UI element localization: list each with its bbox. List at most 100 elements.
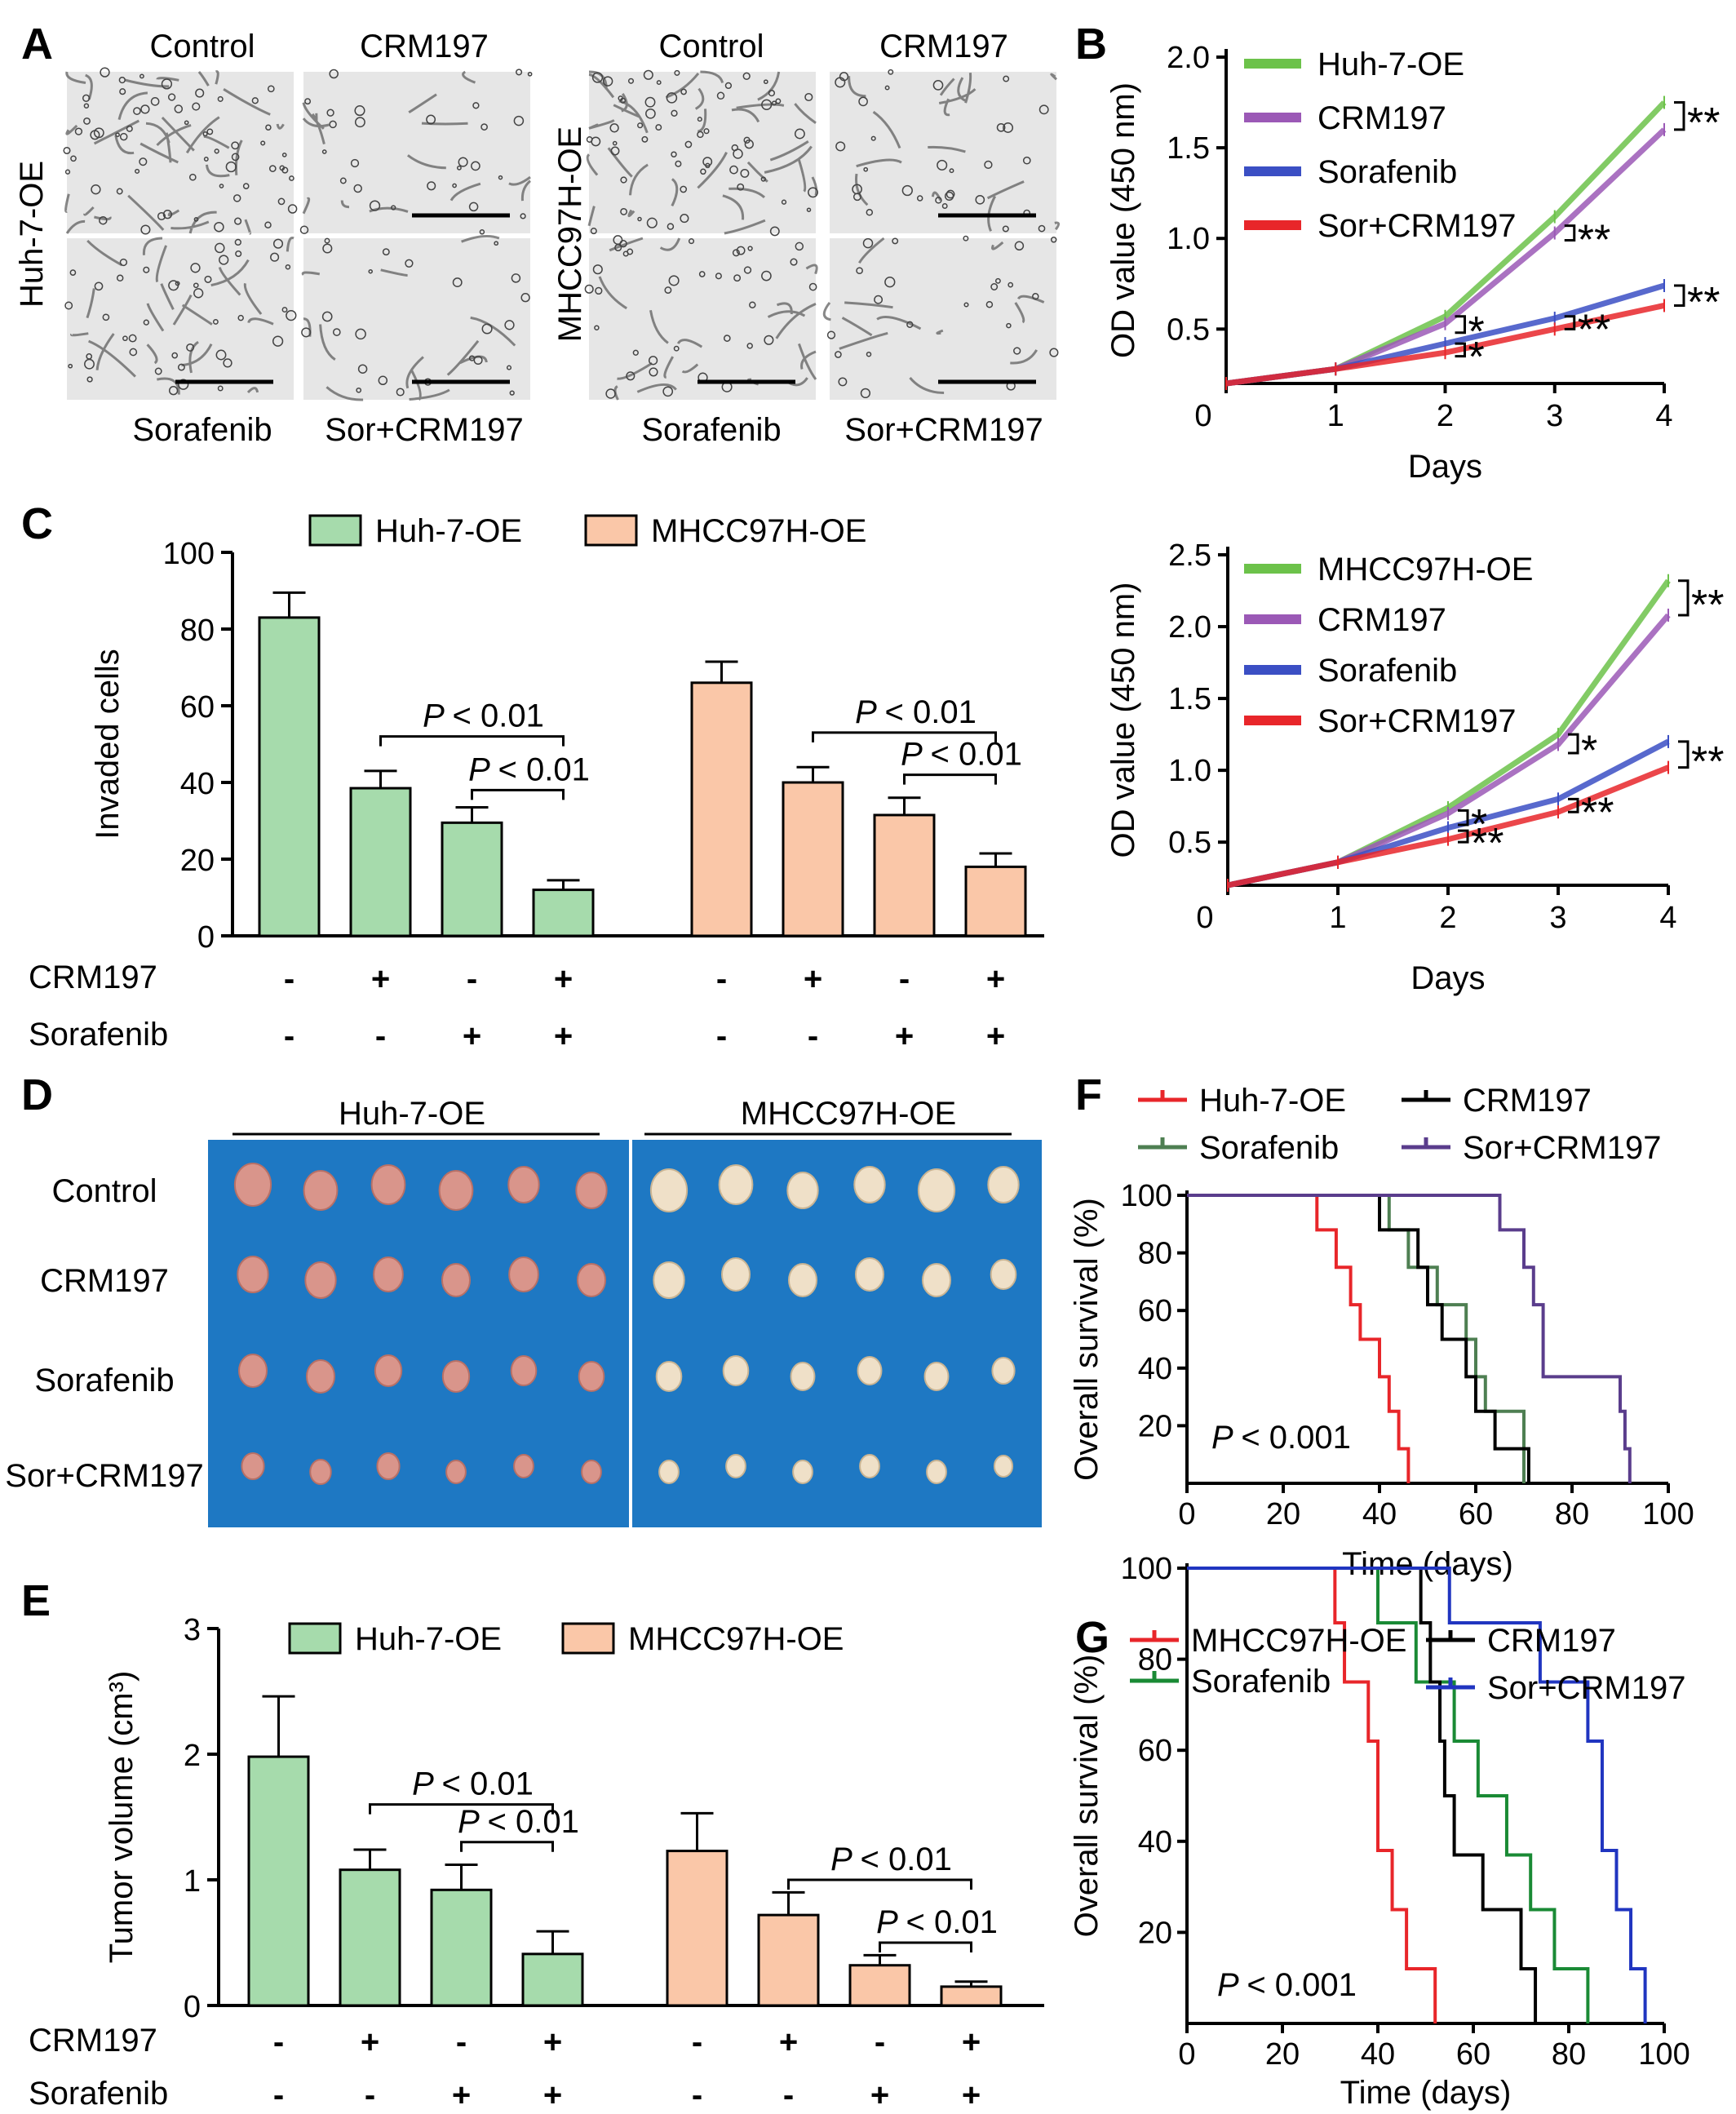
cell-dot [760, 176, 766, 182]
cell-dot [270, 252, 280, 262]
cell-dot [479, 229, 485, 235]
x-axis-label: Time (days) [1340, 2075, 1512, 2111]
cell-dot [452, 183, 457, 188]
cell-dot [355, 328, 366, 340]
cell-dot [664, 286, 672, 295]
tumor [575, 1172, 608, 1209]
cell-dot [162, 210, 173, 219]
cell-dot [215, 242, 225, 254]
cell-dot [826, 330, 836, 339]
cell-dot [396, 388, 405, 397]
cell-dot [874, 295, 884, 304]
p-value-bracket [903, 773, 997, 785]
d-row-label: Control [52, 1173, 157, 1209]
cell-dot [94, 281, 104, 291]
row-label: CRM197 [29, 2023, 157, 2059]
tumor [303, 1170, 339, 1211]
panel-a: A Control CRM197 Sorafenib Sor+CRM197 Hu… [14, 20, 1061, 448]
a-row-label: MHCC97H-OE [552, 126, 588, 342]
x-tick-label: 0 [1178, 2037, 1195, 2072]
cell-dot [115, 132, 120, 138]
significance-bracket [1674, 284, 1685, 307]
cell-dot [157, 211, 166, 221]
cell-dot [856, 267, 863, 275]
photo-background [208, 1140, 629, 1527]
cell-dot [769, 226, 780, 237]
cell-dot [590, 228, 597, 235]
p-value-bracket [460, 1841, 554, 1852]
legend-label: Sor+CRM197 [1318, 208, 1516, 244]
cell-dot [614, 243, 622, 252]
cell-dot [996, 122, 1006, 132]
cell-dot [177, 363, 185, 371]
p-value-label: P < 0.01 [423, 698, 544, 734]
sorafenib-sign: + [895, 1018, 914, 1054]
tumor [233, 1163, 272, 1207]
survival-curve [1187, 1567, 1647, 2023]
survival-curve [1187, 1194, 1530, 1483]
survival-curve [1187, 1194, 1410, 1483]
crm197-sign: - [273, 2024, 284, 2060]
row-label: Sorafenib [29, 2076, 168, 2112]
d-row-label: Sor+CRM197 [5, 1458, 203, 1494]
cell-dot [174, 104, 184, 113]
tube-network [822, 237, 1045, 394]
cell-dot [516, 69, 523, 76]
chart-B1: B 0 1 2 3 4 0.5 1.0 1.5 2.0 Days OD value (450 nm) H… [1075, 20, 1720, 485]
legend-swatch [561, 1622, 615, 1655]
cell-dot [260, 140, 266, 146]
cell-dot [281, 307, 288, 313]
tumor [721, 1257, 751, 1292]
micrograph-image [63, 67, 298, 235]
panel-letter: F [1075, 1070, 1102, 1119]
cell-dot [324, 237, 330, 244]
cell-dot [472, 102, 480, 109]
tube-network [64, 70, 285, 235]
cell-dot [214, 148, 219, 154]
cell-dot [781, 199, 787, 205]
significance-marker: ** [1581, 789, 1614, 836]
y-tick-label: 1.5 [1167, 131, 1210, 166]
significance-marker: ** [1687, 279, 1720, 326]
cell-dot [743, 136, 751, 144]
cell-dot [1008, 281, 1014, 288]
cell-dot [231, 141, 240, 150]
cell-dot [656, 80, 662, 86]
a-bottom-label: Sorafenib [132, 412, 272, 448]
x-tick-label: 1 [1327, 399, 1344, 433]
cell-dot [1006, 322, 1012, 329]
cell-dot [287, 204, 298, 214]
cell-dot [835, 141, 846, 152]
cell-dot [906, 321, 914, 328]
cell-dot [468, 355, 476, 361]
cell-dot [129, 348, 138, 357]
panel-letter: B [1075, 20, 1107, 69]
cell-dot [963, 235, 969, 242]
cell-dot [746, 343, 753, 349]
cell-dot [715, 273, 722, 280]
survival-curve [1187, 1567, 1538, 2023]
legend-label: Sor+CRM197 [1463, 1130, 1661, 1166]
cell-dot [990, 283, 999, 290]
tumor [917, 1168, 956, 1212]
tumor [441, 1263, 471, 1297]
significance-marker: ** [1578, 217, 1610, 264]
cell-dot [671, 109, 678, 117]
x-tick-label: 4 [1655, 399, 1672, 433]
sorafenib-sign: - [273, 2077, 284, 2113]
cell-dot [190, 263, 201, 273]
cell-dot [742, 72, 751, 80]
legend-label: MHCC97H-OE [1191, 1623, 1406, 1659]
y-axis-label: Tumor volume (cm³) [104, 1671, 140, 1964]
tumor [370, 1164, 406, 1205]
x-axis-label: Days [1408, 449, 1482, 485]
p-value-label: P < 0.01 [901, 737, 1022, 773]
cell-dot [84, 358, 95, 370]
cell-dot [916, 195, 923, 202]
cell-dot [382, 248, 390, 256]
cell-dot [648, 356, 658, 366]
cell-dot [494, 241, 499, 246]
cell-dot [795, 242, 804, 251]
cell-dot [128, 334, 137, 343]
